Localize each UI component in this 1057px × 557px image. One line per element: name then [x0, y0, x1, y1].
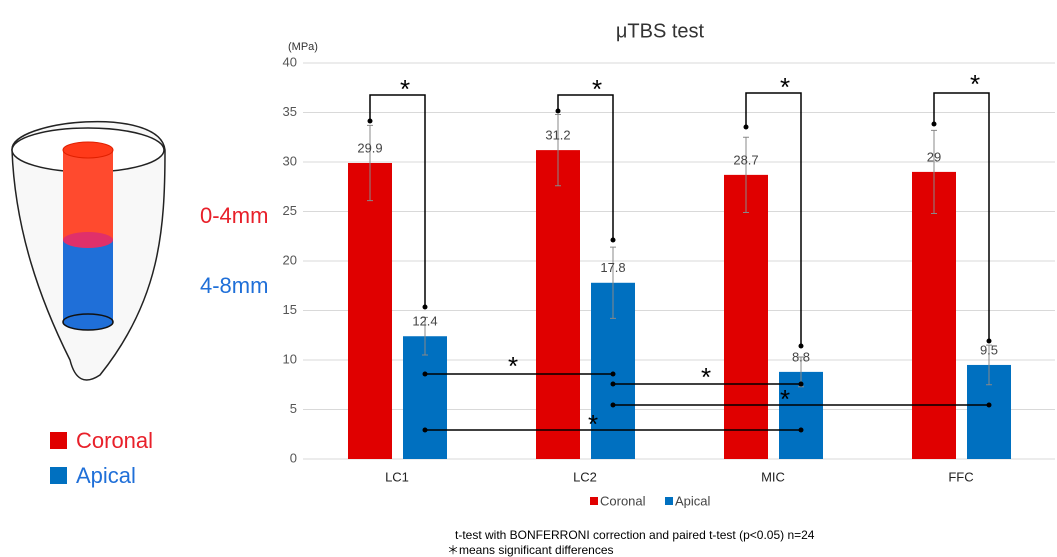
page: 0-4mm 4-8mm Coronal Apical μTBS test (MP…	[0, 0, 1057, 557]
significance-mark: *	[701, 362, 711, 392]
zone-label: 0-4mm	[200, 203, 268, 228]
data-label: 17.8	[600, 260, 625, 275]
zone-label: 4-8mm	[200, 273, 268, 298]
bracket-dot	[556, 109, 561, 114]
chart-title: μTBS test	[616, 20, 705, 42]
data-label: 8.8	[792, 349, 810, 364]
data-label: 29.9	[357, 140, 382, 155]
legend-label: Apical	[675, 493, 711, 508]
data-label: 29	[927, 149, 941, 164]
data-label: 28.7	[733, 152, 758, 167]
bracket-dot	[932, 122, 937, 127]
bracket-dot	[611, 238, 616, 243]
significance-mark: *	[588, 409, 598, 439]
legend-label: Coronal	[600, 493, 646, 508]
significance-mark: *	[970, 69, 980, 99]
data-label: 9.5	[980, 342, 998, 357]
significance-mark: *	[592, 74, 602, 104]
data-label: 12.4	[412, 314, 437, 329]
bracket-dot	[423, 372, 428, 377]
y-tick-label: 5	[290, 401, 297, 416]
y-tick-label: 35	[283, 104, 297, 119]
y-tick-label: 30	[283, 153, 297, 168]
bar	[536, 150, 580, 459]
y-tick-label: 40	[283, 54, 297, 69]
bracket-dot	[987, 339, 992, 344]
significance-mark: *	[780, 384, 790, 414]
legend-swatch	[665, 497, 673, 505]
bracket-dot	[611, 382, 616, 387]
bar	[912, 172, 956, 459]
bar	[724, 175, 768, 459]
bracket-dot	[423, 305, 428, 310]
legend-swatch	[50, 432, 67, 449]
significance-mark: *	[400, 74, 410, 104]
y-tick-label: 20	[283, 252, 297, 267]
significance-mark: *	[780, 72, 790, 102]
bracket-dot	[744, 125, 749, 130]
y-tick-label: 10	[283, 351, 297, 366]
y-axis-label: (MPa)	[288, 41, 318, 53]
note: t-test with BONFERRONI correction and pa…	[455, 528, 815, 542]
legend-swatch	[590, 497, 598, 505]
bar	[348, 163, 392, 459]
legend-label: Coronal	[76, 428, 153, 453]
significance-mark: *	[508, 351, 518, 381]
y-tick-label: 25	[283, 203, 297, 218]
bracket-dot	[799, 344, 804, 349]
bracket-dot	[611, 372, 616, 377]
x-tick-label: LC1	[385, 469, 409, 484]
y-tick-label: 15	[283, 302, 297, 317]
legend-label: Apical	[76, 463, 136, 488]
bracket-dot	[423, 428, 428, 433]
bracket-dot	[611, 403, 616, 408]
root-diagram: 0-4mm 4-8mm Coronal Apical	[12, 122, 268, 488]
x-tick-label: FFC	[948, 469, 973, 484]
x-tick-label: MIC	[761, 469, 785, 484]
y-tick-label: 0	[290, 450, 297, 465]
bracket-dot	[799, 382, 804, 387]
bracket-dot	[987, 403, 992, 408]
bracket-dot	[368, 119, 373, 124]
legend-swatch	[50, 467, 67, 484]
note: ＊means significant differences	[447, 543, 614, 557]
x-tick-label: LC2	[573, 469, 597, 484]
bracket-dot	[799, 428, 804, 433]
data-label: 31.2	[545, 128, 570, 143]
